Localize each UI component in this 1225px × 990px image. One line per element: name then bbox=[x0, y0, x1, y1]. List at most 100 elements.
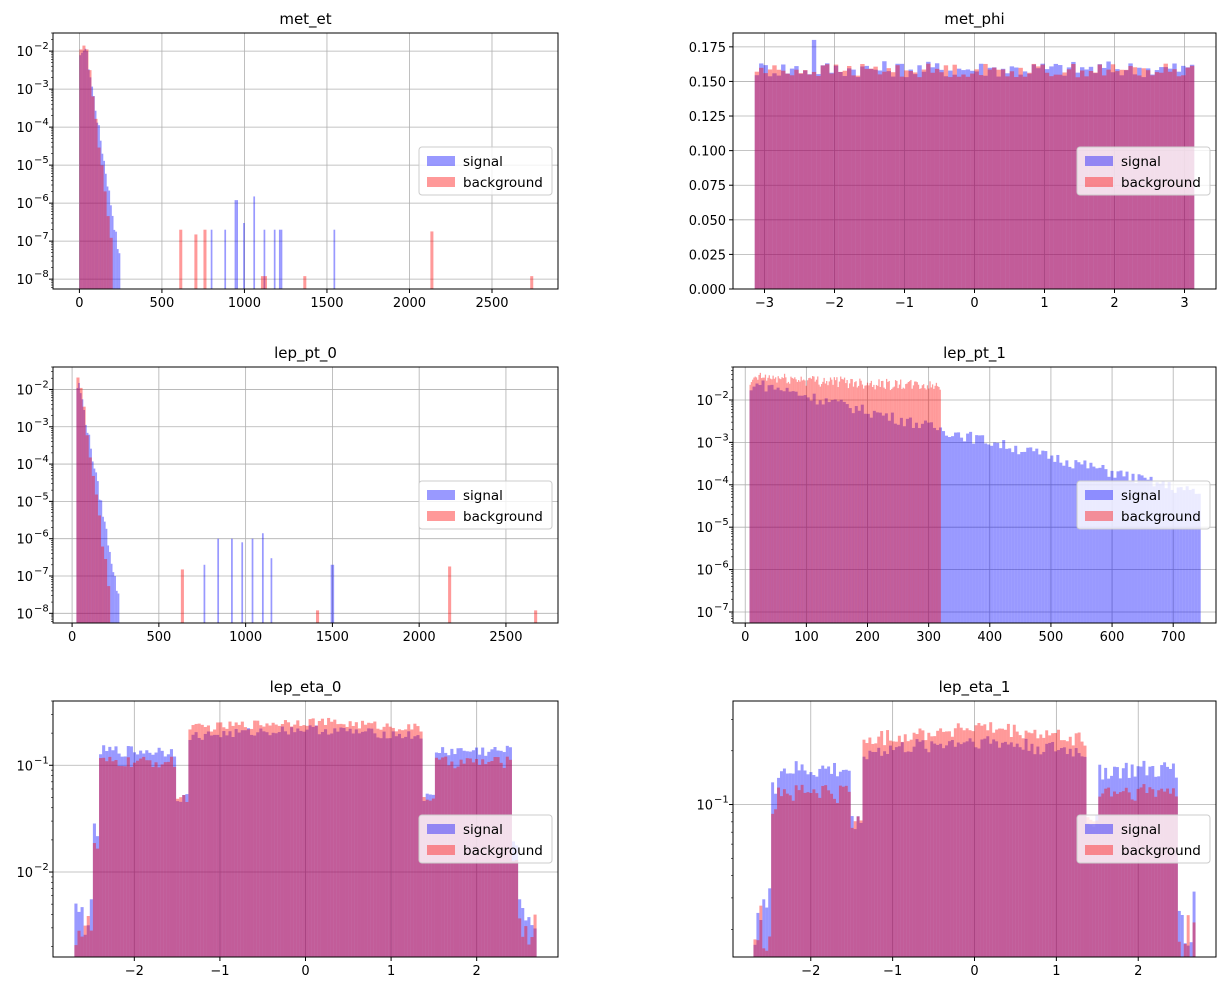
bar-signal bbox=[277, 732, 281, 957]
bar-background bbox=[151, 766, 155, 957]
bar-background bbox=[1066, 69, 1072, 289]
bar-signal bbox=[81, 52, 83, 289]
bar-background bbox=[789, 383, 791, 623]
bar-signal bbox=[342, 728, 346, 957]
bar-background bbox=[91, 96, 95, 289]
bar-background bbox=[253, 720, 257, 957]
bar-background bbox=[961, 74, 966, 289]
bar-background bbox=[903, 388, 906, 623]
bar-signal bbox=[262, 731, 266, 957]
bar-signal bbox=[983, 738, 987, 957]
bar-background bbox=[956, 76, 962, 289]
bar-signal bbox=[169, 749, 174, 957]
bar-signal bbox=[794, 391, 798, 623]
bar-signal bbox=[1107, 778, 1111, 957]
legend-label-signal: signal bbox=[463, 488, 503, 504]
bar-background bbox=[897, 735, 901, 957]
bar-background bbox=[1098, 796, 1102, 957]
bar-signal bbox=[911, 427, 915, 623]
bar-signal bbox=[989, 743, 993, 957]
bar-background bbox=[89, 930, 93, 957]
bar-signal bbox=[1176, 487, 1180, 623]
x-tick-label: −2 bbox=[125, 964, 144, 979]
bar-signal bbox=[939, 427, 943, 623]
x-tick-label: 1 bbox=[1040, 296, 1048, 311]
bar-signal bbox=[98, 125, 100, 289]
bar-signal bbox=[833, 762, 836, 957]
bar-background bbox=[838, 785, 842, 957]
bar-signal bbox=[299, 730, 303, 957]
bar-background bbox=[316, 610, 320, 623]
bar-signal bbox=[1018, 747, 1022, 957]
bar-signal bbox=[883, 751, 887, 957]
bar-signal bbox=[1118, 778, 1122, 957]
bar-signal bbox=[1125, 471, 1129, 623]
bar-background bbox=[1113, 791, 1116, 957]
bar-signal bbox=[206, 731, 210, 957]
bar-signal bbox=[844, 769, 848, 957]
bar-signal bbox=[821, 404, 825, 623]
bar-background bbox=[987, 69, 993, 289]
x-tick-label: 300 bbox=[916, 630, 941, 645]
bar-signal bbox=[290, 727, 294, 957]
bar-signal bbox=[847, 68, 852, 289]
bar-background bbox=[759, 905, 763, 957]
bar-background bbox=[391, 727, 395, 957]
bar-signal bbox=[1174, 777, 1178, 957]
bar-background bbox=[898, 384, 901, 623]
bar-signal bbox=[956, 68, 962, 289]
bar-background bbox=[268, 725, 272, 957]
bar-signal bbox=[533, 928, 537, 957]
bar-background bbox=[148, 760, 152, 957]
bar-signal bbox=[806, 774, 810, 957]
bar-background bbox=[176, 798, 180, 957]
bar-signal bbox=[856, 816, 860, 957]
bar-signal bbox=[974, 747, 978, 957]
bar-background bbox=[1057, 729, 1060, 957]
bar-background bbox=[250, 728, 254, 957]
bar-background bbox=[974, 725, 978, 957]
bar-signal bbox=[115, 231, 117, 289]
bar-signal bbox=[1053, 461, 1057, 623]
bar-signal bbox=[969, 431, 973, 623]
x-tick-label: 1500 bbox=[316, 630, 349, 645]
bar-background bbox=[812, 789, 816, 957]
bar-signal bbox=[970, 70, 975, 289]
bar-background bbox=[77, 930, 81, 957]
legend-swatch-signal bbox=[427, 824, 455, 834]
panel-title: lep_pt_1 bbox=[943, 344, 1006, 363]
bar-background bbox=[388, 726, 392, 957]
bar-background bbox=[943, 65, 949, 289]
bar-background bbox=[287, 722, 291, 957]
bar-signal bbox=[1057, 750, 1060, 957]
bar-signal bbox=[323, 729, 328, 957]
bar-signal bbox=[273, 229, 276, 289]
bar-signal bbox=[108, 746, 112, 957]
bar-background bbox=[308, 719, 312, 957]
x-tick-label: 500 bbox=[146, 630, 171, 645]
bar-signal bbox=[981, 435, 985, 623]
bar-signal bbox=[1005, 73, 1010, 289]
bar-background bbox=[914, 381, 916, 623]
bar-signal bbox=[838, 771, 842, 957]
bar-background bbox=[200, 724, 204, 957]
bar-background bbox=[822, 381, 824, 623]
x-tick-label: 3 bbox=[1180, 296, 1188, 311]
bar-background bbox=[259, 725, 263, 957]
bar-signal bbox=[914, 422, 918, 623]
bar-signal bbox=[95, 836, 100, 957]
bar-signal bbox=[1155, 482, 1159, 623]
bar-background bbox=[767, 377, 769, 623]
bar-background bbox=[228, 721, 232, 957]
bar-background bbox=[274, 724, 278, 957]
bar-background bbox=[367, 722, 371, 957]
bar-signal bbox=[869, 417, 873, 623]
bar-background bbox=[256, 720, 260, 957]
bar-background bbox=[939, 389, 941, 623]
bar-signal bbox=[806, 397, 810, 623]
bar-background bbox=[293, 724, 297, 957]
bar-signal bbox=[108, 190, 111, 289]
bar-signal bbox=[1062, 465, 1066, 623]
bar-background bbox=[936, 730, 940, 957]
